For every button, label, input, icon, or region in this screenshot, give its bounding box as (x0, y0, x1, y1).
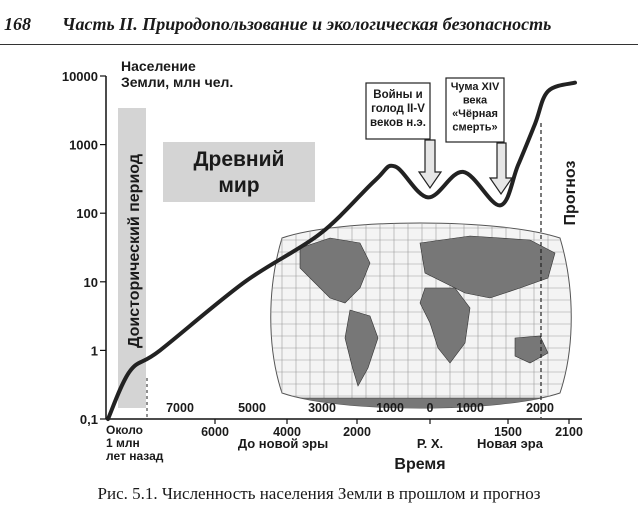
north-america-shape (299, 237, 371, 304)
x-tick-label-upper: 1000 (456, 401, 484, 415)
x-tick-label-lower: 6000 (201, 425, 229, 439)
running-head: 168 Часть II. Природопользование и эколо… (0, 0, 638, 45)
y-axis-title: Население Земли, млн чел. (121, 58, 233, 90)
x-tick-label-upper: 2000 (526, 401, 554, 415)
population-chart: Доисторический период Древний мир Прогноз… (62, 58, 583, 473)
y-tick-label: 1 (91, 343, 98, 358)
x-tick-label-lower: 2000 (343, 425, 371, 439)
x-tick-label-upper: 7000 (166, 401, 194, 415)
x-tick-label-upper: 5000 (238, 401, 266, 415)
ancient-world-label: Древний мир (194, 148, 285, 197)
south-america-shape (344, 309, 379, 387)
x-ad-label: Новая эра (477, 436, 544, 451)
x-tick-label-lower: 4000 (273, 425, 301, 439)
australia-shape (514, 335, 549, 364)
x-tick-label-lower: 2100 (555, 425, 583, 439)
x-tick-label-upper: 0 (427, 401, 434, 415)
x-tick-label-upper: 1000 (376, 401, 404, 415)
prehistoric-band (118, 108, 146, 408)
x-start-label: Около 1 млн лет назад (106, 423, 164, 463)
y-tick-label: 1000 (69, 138, 98, 153)
arrow-down-icon (488, 142, 514, 196)
forecast-label: Прогноз (562, 161, 579, 226)
population-curve (106, 80, 577, 421)
eurasia-shape (419, 235, 556, 299)
ancient-world-box (163, 142, 315, 202)
y-tick-label: 10 (84, 275, 98, 290)
y-tick-label: 100 (76, 206, 98, 221)
prehistoric-label: Доисторический период (126, 154, 143, 348)
y-tick-label: 10000 (62, 69, 98, 84)
x-tick-label-lower: 1500 (494, 425, 522, 439)
africa-shape (419, 287, 471, 364)
x-zero-label: Р. Х. (417, 436, 443, 451)
chapter-title: Часть II. Природопользование и экологиче… (62, 14, 552, 34)
y-tick-label: 0,1 (80, 412, 98, 427)
annotation-wars: Войны и голод II-V веков н.э. (365, 82, 443, 190)
x-bc-label: До новой эры (238, 436, 328, 451)
x-axis-title: Время (394, 456, 445, 473)
figure-caption: Рис. 5.1. Численность населения Земли в … (97, 484, 541, 503)
world-map-inset (270, 222, 572, 409)
x-tick-label-upper: 3000 (308, 401, 336, 415)
arrow-down-icon (417, 139, 443, 190)
page-number: 168 (4, 14, 31, 34)
annotation-plague: Чума XIV века «Чёрная смерть» (445, 77, 514, 196)
